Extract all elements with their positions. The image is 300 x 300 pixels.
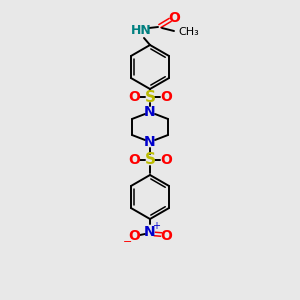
Text: S: S [145,152,155,167]
Text: HN: HN [130,23,152,37]
Text: O: O [160,229,172,243]
Text: O: O [128,90,140,104]
Text: +: + [152,221,160,231]
Text: N: N [144,105,156,119]
Text: O: O [160,90,172,104]
Text: CH₃: CH₃ [178,27,199,37]
Text: −: − [123,237,133,247]
Text: S: S [145,89,155,104]
Text: O: O [128,229,140,243]
Text: O: O [168,11,180,25]
Text: O: O [160,153,172,167]
Text: N: N [144,135,156,149]
Text: O: O [128,153,140,167]
Text: N: N [144,225,156,239]
